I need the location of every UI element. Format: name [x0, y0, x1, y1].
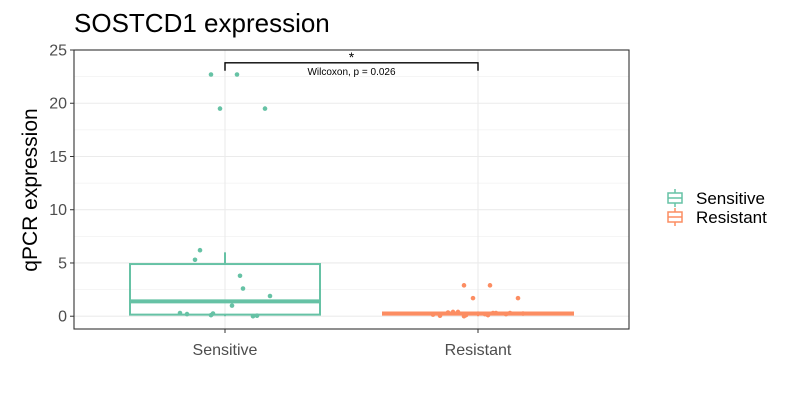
y-tick-label: 25 [49, 43, 67, 60]
data-point [455, 309, 461, 315]
data-point [237, 273, 243, 279]
legend-label: Sensitive [696, 189, 765, 208]
data-point [493, 310, 499, 316]
test-label: Wilcoxon, p = 0.026 [307, 67, 396, 78]
panel-border [73, 49, 630, 330]
data-point [461, 283, 467, 288]
data-point [445, 310, 451, 315]
data-point [197, 247, 203, 253]
data-point [254, 313, 260, 318]
data-point [515, 295, 521, 301]
significance-bracket [224, 62, 479, 71]
data-point [485, 312, 491, 318]
data-point [208, 72, 214, 77]
data-point [240, 286, 246, 291]
legend-label: Resistant [696, 208, 767, 227]
y-axis-label: qPCR expression [19, 108, 42, 271]
plot-area: 0 5 10 15 20 25 Sensitive Resistant * Wilcoxon, p… [49, 43, 630, 359]
chart-title: SOSTCD1 expression [74, 8, 330, 38]
data-point [430, 312, 436, 317]
data-point [267, 293, 273, 299]
data-point [437, 313, 443, 318]
data-point [192, 257, 198, 263]
data-point [487, 283, 493, 288]
data-point [229, 303, 235, 308]
data-point [234, 72, 240, 77]
panel-background [74, 50, 629, 329]
y-tick-label: 5 [58, 255, 67, 272]
y-tick-label: 10 [49, 202, 67, 219]
data-point [450, 309, 456, 315]
data-point [217, 106, 223, 111]
data-point [177, 310, 183, 316]
data-point [503, 311, 509, 317]
x-tick-label: Sensitive [193, 342, 258, 359]
data-point [507, 310, 513, 316]
y-tick-label: 0 [58, 309, 67, 326]
data-point [250, 313, 256, 319]
significance-star: * [349, 49, 355, 65]
data-point [520, 311, 526, 316]
data-point [184, 311, 190, 317]
y-tick-label: 20 [49, 96, 67, 113]
data-point [461, 313, 467, 319]
data-point [262, 106, 268, 111]
y-tick-label: 15 [49, 149, 67, 166]
box [129, 263, 321, 316]
x-tick-label: Resistant [445, 342, 512, 359]
data-point [470, 295, 476, 301]
data-point [208, 312, 214, 318]
